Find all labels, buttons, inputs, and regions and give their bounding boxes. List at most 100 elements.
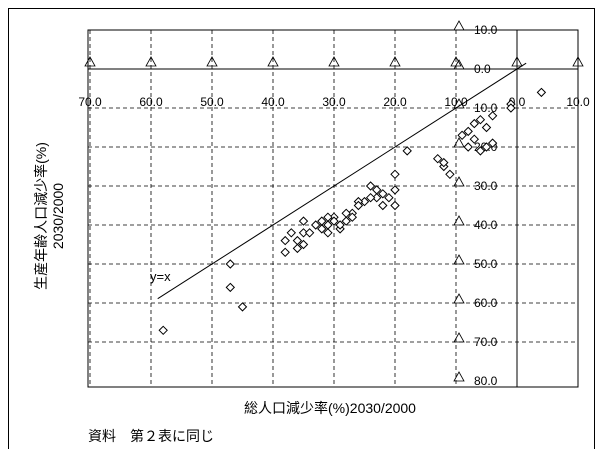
- chart-frame: [8, 8, 595, 449]
- data-point: [457, 130, 467, 141]
- y-axis-label-line2: 2030/2000: [50, 182, 66, 250]
- source-note: 資料 第２表に同じ: [88, 430, 214, 445]
- data-point: [292, 243, 303, 254]
- data-point: [335, 220, 345, 230]
- y-tick-marker: [453, 137, 465, 148]
- y-axis-label-line1: 生産年齢人口減少率(%): [33, 142, 49, 290]
- data-point: [323, 212, 333, 222]
- y-tick-marker: [453, 176, 465, 187]
- data-point: [365, 192, 376, 203]
- x-tick-label: 60.0: [139, 95, 163, 109]
- data-point: [536, 87, 547, 98]
- data-point: [506, 103, 516, 113]
- y-tick-marker: [453, 98, 465, 109]
- y-tick-marker: [453, 59, 465, 70]
- data-points: [158, 87, 547, 336]
- reference-line-label: y=x: [150, 269, 171, 284]
- x-tick-label: 10.0: [444, 95, 468, 109]
- data-point: [317, 216, 327, 226]
- x-axis-label: 総人口減少率(%)2030/2000: [244, 400, 416, 416]
- plot-area: [87, 29, 579, 388]
- x-tick-label: 40.0: [261, 95, 285, 109]
- data-point: [487, 111, 498, 121]
- data-point: [158, 325, 168, 336]
- y-tick-label: 60.0: [474, 296, 498, 310]
- x-tick-label: 20.0: [383, 95, 407, 109]
- y-tick-label: 30.0: [474, 179, 498, 193]
- data-point: [463, 142, 473, 152]
- reference-line: [157, 62, 527, 300]
- data-point: [298, 239, 309, 250]
- data-point: [402, 146, 412, 156]
- x-tick-label: 70.0: [78, 95, 102, 109]
- data-point: [469, 118, 480, 129]
- y-tick-label: 10.0: [474, 23, 498, 37]
- x-tick-marker: [328, 56, 340, 67]
- x-tick-marker: [206, 56, 218, 67]
- data-point: [371, 192, 382, 203]
- y-tick-label: 0.0: [474, 62, 491, 76]
- data-point: [384, 192, 394, 203]
- data-point: [475, 146, 486, 156]
- y-tick-label: 80.0: [474, 374, 498, 388]
- y-tick-marker: [453, 371, 465, 382]
- x-tick-label: 50.0: [200, 95, 224, 109]
- data-point: [280, 247, 290, 258]
- x-tick-marker: [389, 56, 401, 67]
- y-tick-marker: [453, 254, 465, 265]
- data-point: [371, 185, 382, 195]
- data-point: [317, 224, 327, 234]
- x-tick-marker: [267, 56, 279, 67]
- y-axis-label: 生産年齢人口減少率(%) 2030/2000: [33, 142, 67, 290]
- data-point: [341, 216, 351, 226]
- data-point: [341, 208, 351, 219]
- y-tick-marker: [453, 215, 465, 226]
- data-point: [237, 302, 248, 312]
- data-point: [298, 228, 309, 238]
- data-point: [390, 185, 400, 195]
- y-tick-label: 10.0: [474, 101, 498, 115]
- y-tick-marker: [453, 20, 465, 31]
- x-tick-label: 30.0: [322, 95, 346, 109]
- data-point: [378, 189, 388, 199]
- data-point: [347, 212, 358, 222]
- data-point: [432, 153, 443, 164]
- data-point: [487, 138, 498, 148]
- data-point: [390, 200, 400, 211]
- data-point: [225, 259, 236, 269]
- y-tick-label: 70.0: [474, 335, 498, 349]
- data-point: [445, 169, 455, 180]
- y-tick-label: 40.0: [474, 218, 498, 232]
- data-point: [439, 157, 449, 168]
- data-point: [463, 126, 473, 137]
- data-point: [365, 181, 376, 191]
- axes: [88, 30, 578, 387]
- data-point: [310, 220, 321, 230]
- grid: [88, 29, 579, 387]
- data-point: [225, 282, 236, 293]
- data-point: [304, 228, 315, 238]
- data-point: [286, 228, 297, 238]
- data-point: [329, 216, 339, 226]
- data-point: [359, 196, 370, 207]
- data-point: [378, 200, 388, 211]
- x-tick-label: 10.0: [566, 95, 590, 109]
- data-point: [323, 228, 333, 238]
- y-tick-marker: [453, 293, 465, 304]
- data-point: [481, 142, 492, 152]
- data-point: [390, 169, 400, 180]
- x-tick-labels: 70.0 60.0 50.0 40.0 30.0 20.0 10.0 0.0 10.0: [78, 56, 590, 109]
- x-tick-marker: [84, 56, 96, 67]
- y-tick-marker: [453, 332, 465, 343]
- data-point: [481, 122, 492, 133]
- reference-line-group: y=x: [150, 62, 527, 300]
- data-point: [298, 216, 309, 226]
- data-point: [353, 200, 364, 211]
- x-tick-marker: [572, 56, 584, 67]
- data-point: [475, 114, 486, 125]
- y-tick-label: 50.0: [474, 257, 498, 271]
- x-tick-marker: [511, 56, 523, 67]
- data-point: [280, 235, 290, 246]
- data-point: [323, 220, 333, 230]
